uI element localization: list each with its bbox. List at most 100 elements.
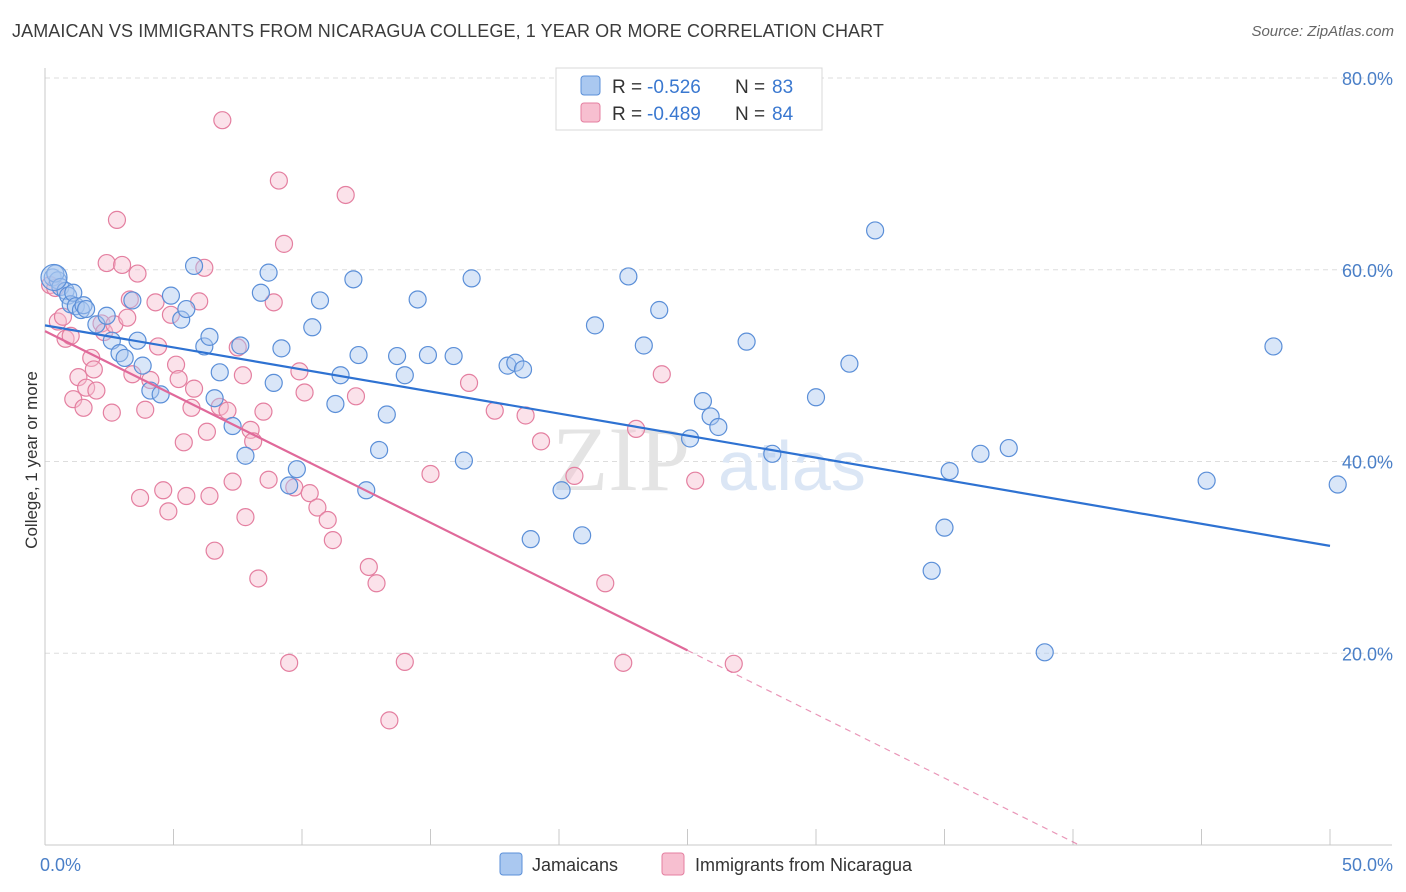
jamaicans-point-59 [552, 481, 571, 500]
nicaragua-point-61 [295, 383, 314, 402]
nicaragua-point-40 [197, 422, 217, 441]
jamaicans-point-cluster [40, 263, 68, 292]
y-tick-label-2: 60.0% [1342, 261, 1393, 281]
legend-r-label-1: R = [612, 77, 642, 98]
nicaragua-point-76 [531, 432, 551, 451]
jamaicans-point-36 [272, 339, 291, 358]
watermark-atlas: atlas [718, 427, 866, 505]
nicaragua-point-65 [323, 531, 342, 550]
nicaragua-point-83 [724, 654, 743, 673]
jamaicans-point-24 [177, 299, 196, 319]
chart-source: Source: ZipAtlas.com [1251, 23, 1394, 40]
jamaicans-point-69 [737, 332, 756, 351]
nicaragua-point-15 [97, 253, 116, 273]
jamaicans-point-23 [172, 310, 191, 329]
nicaragua-point-54 [259, 470, 278, 489]
jamaicans-point-35 [264, 373, 283, 392]
jamaicans-point-30 [223, 416, 242, 436]
jamaicans-point-75 [935, 518, 954, 537]
jamaicans-point-58 [521, 530, 540, 549]
jamaicans-point-79 [1035, 643, 1054, 662]
nicaragua-point-46 [223, 472, 242, 491]
jamaicans-point-31 [231, 336, 250, 355]
jamaicans-point-60 [573, 526, 592, 545]
legend-n-label-1: N = [735, 77, 765, 98]
jamaicans-point-74 [922, 561, 941, 580]
jamaicans-point-38 [287, 460, 306, 479]
nicaragua-point-48 [233, 366, 252, 385]
y-tick-labels: 20.0% 40.0% 60.0% 80.0% [1342, 69, 1393, 664]
jamaicans-point-25 [184, 256, 204, 276]
jamaicans-point-29 [210, 363, 229, 382]
nicaragua-point-27 [146, 293, 165, 312]
jamaicans-point-41 [326, 394, 345, 414]
jamaicans-point-26 [195, 337, 214, 356]
nicaragua-point-8 [74, 398, 93, 417]
jamaicans-point-9 [71, 300, 91, 320]
nicaragua-point-47 [228, 338, 247, 357]
jamaicans-point-16 [115, 348, 134, 368]
jamaicans-point-13 [97, 306, 116, 325]
series-jamaicans-points [40, 221, 1347, 662]
nicaragua-point-12 [87, 381, 106, 400]
jamaicans-point-17 [123, 291, 142, 310]
jamaicans-point-44 [349, 345, 368, 365]
nicaragua-point-57 [274, 234, 294, 253]
nicaragua-point-45 [218, 401, 237, 420]
jamaicans-point-11 [77, 299, 96, 319]
chart-title: JAMAICAN VS IMMIGRANTS FROM NICARAGUA CO… [12, 21, 885, 41]
trend-line-nicaragua-extension [687, 649, 1080, 846]
nicaragua-point-44 [213, 111, 232, 130]
jamaicans-point-40 [310, 291, 330, 310]
nicaragua-point-52 [249, 569, 268, 588]
x-tick-label-1: 50.0% [1342, 855, 1393, 875]
nicaragua-point-55 [264, 293, 283, 312]
nicaragua-point-82 [686, 471, 705, 490]
y-tick-label-1: 40.0% [1342, 453, 1393, 473]
jamaicans-point-34 [259, 263, 278, 282]
correlation-legend: R = -0.526 N = 83 R = -0.489 N = 84 [555, 67, 823, 131]
nicaragua-point-41 [200, 486, 219, 506]
nicaragua-point-34 [174, 433, 193, 452]
nicaragua-point-62 [300, 484, 319, 503]
legend-swatch-nicaragua [580, 102, 601, 123]
trend-line-nicaragua [44, 330, 688, 652]
jamaicans-point-52 [444, 346, 463, 366]
y-axis-label: College, 1 year or more [22, 371, 41, 549]
nicaragua-point-78 [596, 574, 615, 593]
nicaragua-point-42 [205, 541, 224, 560]
jamaicans-point-43 [344, 270, 363, 289]
jamaicans-point-57 [513, 360, 533, 379]
jamaicans-point-46 [370, 440, 389, 460]
nicaragua-point-33 [169, 369, 188, 389]
nicaragua-point-66 [336, 185, 355, 205]
nicaragua-point-71 [395, 652, 414, 671]
legend-r-value-1: -0.526 [647, 77, 701, 98]
jamaicans-point-51 [418, 345, 438, 365]
nicaragua-point-20 [118, 308, 137, 327]
x-tick-labels: 0.0% 50.0% [40, 855, 1393, 875]
jamaicans-point-63 [634, 336, 653, 355]
jamaicans-point-39 [303, 318, 322, 337]
jamaicans-point-50 [408, 290, 427, 309]
y-tick-label-0: 20.0% [1342, 644, 1393, 664]
jamaicans-point-53 [454, 451, 474, 470]
bottom-legend-swatch-nicaragua [661, 852, 685, 876]
nicaragua-point-24 [130, 488, 150, 508]
y-tick-label-3: 80.0% [1342, 69, 1393, 89]
jamaicans-point-81 [1264, 337, 1283, 356]
jamaicans-point-54 [462, 269, 481, 288]
nicaragua-point-60 [290, 362, 309, 381]
nicaragua-point-77 [565, 466, 584, 485]
nicaragua-point-63 [308, 498, 327, 517]
nicaragua-point-32 [166, 355, 186, 374]
nicaragua-point-16 [102, 403, 121, 422]
jamaicans-point-82 [1328, 475, 1347, 494]
jamaicans-point-37 [280, 476, 299, 495]
jamaicans-point-61 [585, 316, 605, 335]
nicaragua-point-49 [236, 508, 255, 527]
nicaragua-point-56 [269, 171, 288, 190]
jamaicans-point-27 [200, 327, 219, 346]
legend-n-value-1: 83 [772, 77, 793, 98]
